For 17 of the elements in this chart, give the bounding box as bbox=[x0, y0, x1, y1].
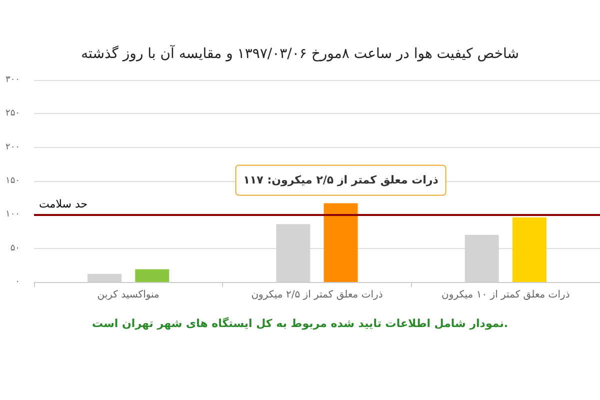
y-tick-label: ۱۵۰ bbox=[5, 176, 20, 186]
x-tick-label: ذرات معلق کمتر از ۲/۵ میکرون bbox=[251, 290, 383, 300]
annotation: ذرات معلق کمتر از ۲/۵ میکرون: ۱۱۷ bbox=[243, 174, 439, 187]
y-tick-label: ۲۵۰ bbox=[5, 108, 20, 119]
ref-line-label: حد سلامت bbox=[39, 198, 88, 211]
bar bbox=[135, 269, 170, 282]
bar bbox=[324, 203, 358, 282]
text: نمودار شامل اطلاعات تایید شده مربوط به کل ایستگاه های شهر تهران است. bbox=[92, 317, 508, 330]
y-tick-label: ۳۰۰ bbox=[5, 75, 20, 85]
bar bbox=[512, 217, 546, 282]
y-tick-label: ۱۰۰ bbox=[5, 210, 20, 220]
x-tick-label: ذرات معلق کمتر از ۱۰ میکرون bbox=[442, 290, 570, 300]
y-tick-label: ۲۰۰ bbox=[5, 142, 20, 152]
y-tick-label: ۰ bbox=[15, 277, 20, 287]
x-tick-label: منواکسید کربن bbox=[97, 290, 160, 300]
chart-title: شاخص کیفیت هوا در ساعت ۸مورخ ۱۳۹۷/۰۳/۰۶ و مقایسه آن با روز گذشته bbox=[81, 44, 519, 62]
y-tick-label: ۵۰ bbox=[10, 243, 20, 254]
